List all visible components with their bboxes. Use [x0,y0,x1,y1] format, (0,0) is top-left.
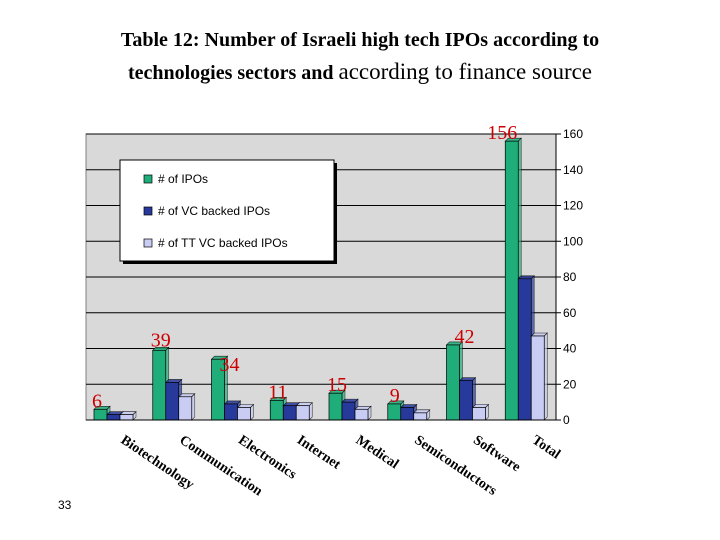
title-bold-part: technologies sectors and [127,62,334,84]
chart-title-line-2: technologies sectors and according to fi… [0,60,720,85]
bar [106,414,121,421]
legend-swatch [143,238,153,248]
y-tick-labels: 0 20 40 60 80 100 120 140 160 [563,127,583,427]
bar [328,392,343,421]
bar-side [485,403,489,421]
bar [413,412,428,421]
bar [341,401,356,421]
y-tick-label: 120 [563,199,583,213]
y-tick-label: 20 [563,377,577,391]
legend-swatch [143,206,153,216]
bar [472,407,486,421]
bar [354,408,369,421]
bar [152,349,167,421]
legend-swatch [143,174,153,184]
title-plain-part: according to finance source [338,59,593,84]
data-label: 9 [390,385,400,407]
bar [178,396,193,421]
data-label: 34 [220,354,240,376]
x-tick-labels: BiotechnologyCommunicationElectronicsInt… [118,433,563,499]
bar [295,405,310,421]
data-label: 39 [151,329,171,351]
bar [119,414,134,421]
x-tick-label: Total [529,433,563,463]
bar [530,335,545,421]
y-tick-label: 160 [563,127,583,141]
axes [86,134,557,421]
y-tick-label: 100 [563,234,583,248]
legend: # of IPOs # of VC backed IPOs # of TT VC b… [119,159,337,264]
bar [224,403,238,421]
data-label: 11 [268,381,287,403]
legend-label: # of IPOs [158,172,208,186]
bar-side [308,401,313,421]
x-tick-label: Internet [294,433,343,473]
bar [459,380,473,421]
data-label: 42 [455,326,475,348]
y-tick-label: 60 [563,306,577,320]
legend-label: # of TT VC backed IPOs [158,236,288,250]
data-labels: 6 39 34 11 15 9 42 156 [92,122,517,412]
y-tick-label: 40 [563,342,577,356]
x-tick-label: Medical [353,433,401,472]
data-label: 156 [487,122,517,144]
bar [400,407,415,421]
bar-side [543,332,548,421]
y-tick-label: 0 [563,413,570,427]
data-label: 15 [327,374,347,396]
x-tick-label: Software [470,433,523,475]
bar-side [250,403,254,421]
legend-label: # of VC backed IPOs [158,204,270,218]
bar [504,140,519,421]
legend-box [119,159,335,262]
bar-side [191,393,196,421]
bar [282,405,297,421]
y-tick-label: 140 [563,163,583,177]
chart-title-line-1: Table 12: Number of Israeli high tech IP… [120,29,600,51]
bar [165,382,180,421]
bar [237,407,251,421]
bar [517,278,532,421]
data-label: 6 [92,390,102,412]
y-tick-label: 80 [563,270,577,284]
bar [446,344,460,421]
slide-number: 33 [58,498,72,512]
